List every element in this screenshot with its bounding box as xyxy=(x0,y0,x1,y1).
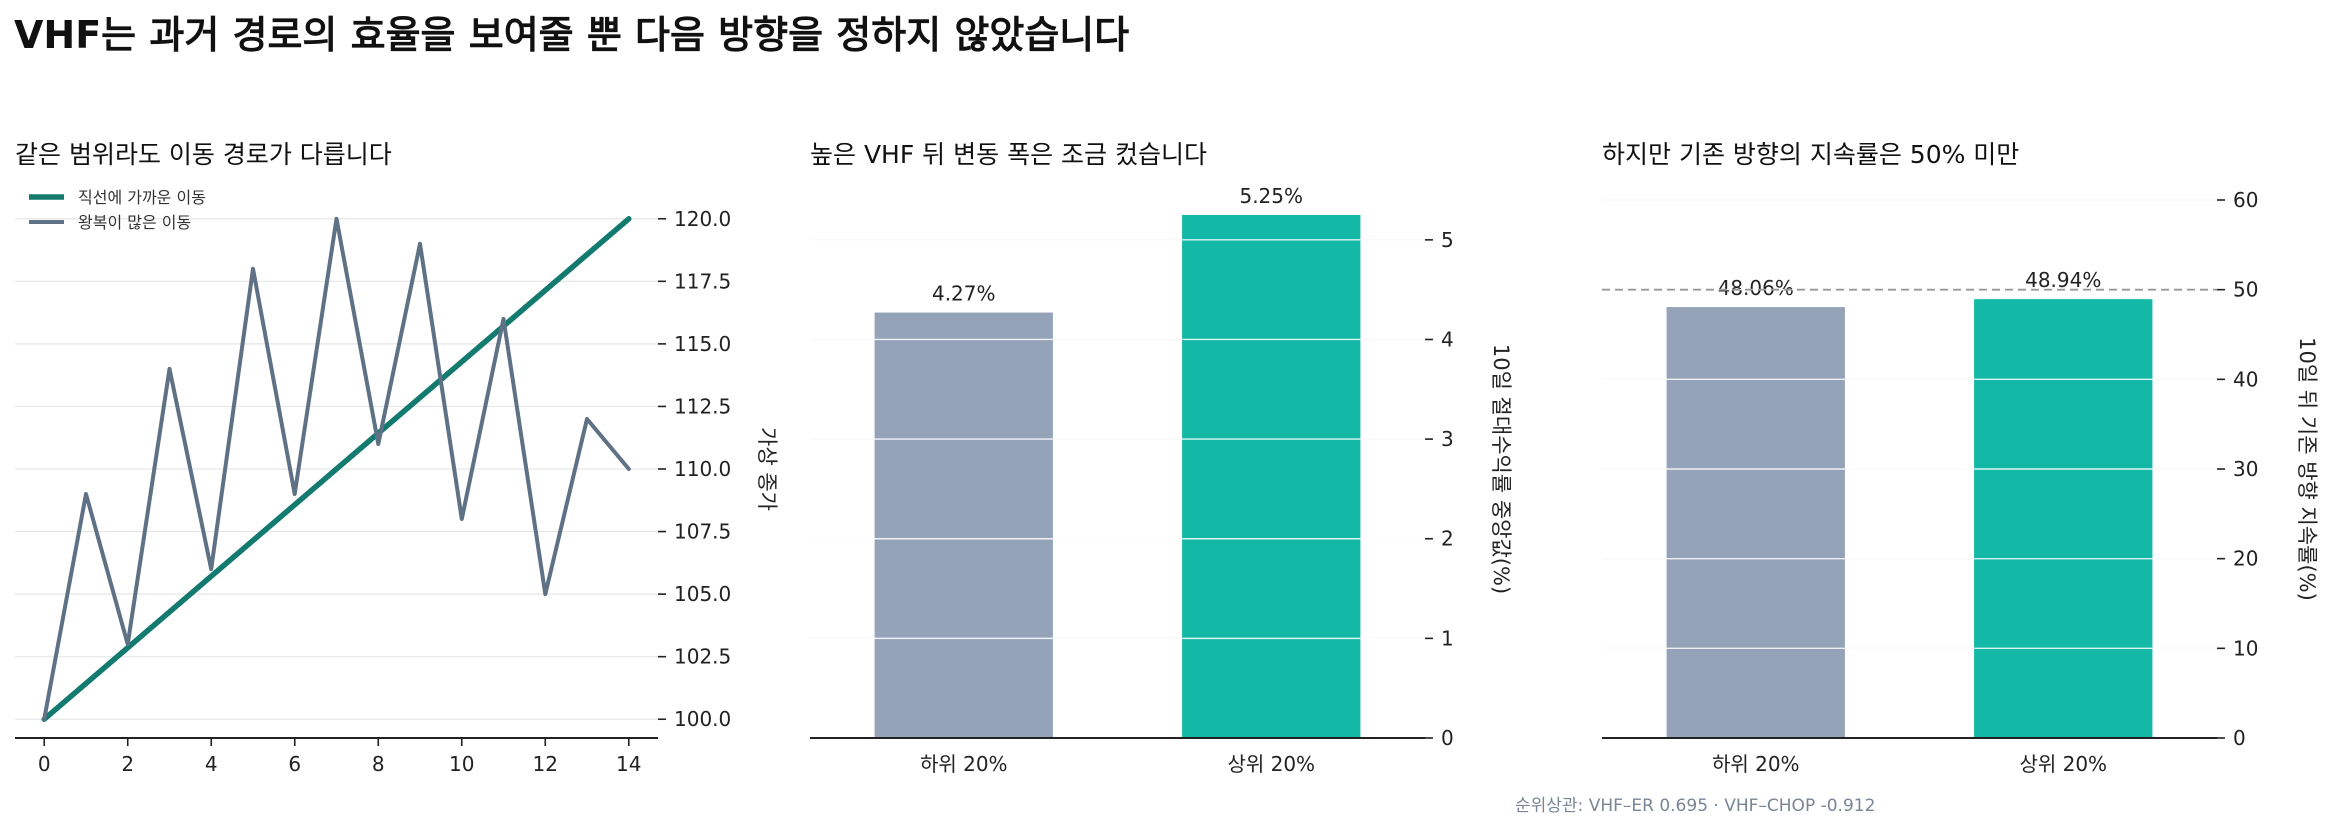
x-tick-label: 상위 20% xyxy=(2019,752,2107,776)
x-tick-label: 6 xyxy=(288,752,301,776)
x-tick-label: 4 xyxy=(205,752,218,776)
legend-label-2: 왕복이 많은 이동 xyxy=(78,213,191,232)
y-axis-label: 10일 뒤 기존 방향 지속률(%) xyxy=(2295,337,2319,601)
y-tick-label: 30 xyxy=(2233,457,2258,481)
x-tick-label: 2 xyxy=(121,752,134,776)
panel-title: 하지만 기존 방향의 지속률은 50% 미만 xyxy=(1602,140,2019,169)
y-tick-label: 117.5 xyxy=(674,269,731,293)
y-tick-label: 50 xyxy=(2233,278,2258,302)
y-tick-label: 1 xyxy=(1441,626,1454,650)
y-axis-label: 가상 종가 xyxy=(755,427,779,511)
panel-title: 같은 범위라도 이동 경로가 다릅니다 xyxy=(15,140,392,169)
x-tick-label: 하위 20% xyxy=(1712,752,1800,776)
y-tick-label: 110.0 xyxy=(674,457,731,481)
bar-value-label-1: 48.06% xyxy=(1718,276,1794,300)
x-tick-label: 8 xyxy=(372,752,385,776)
x-tick-label: 14 xyxy=(616,752,641,776)
bar-2 xyxy=(1974,299,2153,738)
y-tick-label: 40 xyxy=(2233,367,2258,391)
y-tick-label: 0 xyxy=(2233,726,2246,750)
y-tick-label: 102.5 xyxy=(674,645,731,669)
panel-title: 높은 VHF 뒤 변동 폭은 조금 컸습니다 xyxy=(810,140,1207,169)
y-tick-label: 100.0 xyxy=(674,707,731,731)
y-tick-label: 20 xyxy=(2233,547,2258,571)
line-chart-panel: 같은 범위라도 이동 경로가 다릅니다 100.0 102.5 105.0 107.5 1… xyxy=(15,140,779,776)
series-line-2 xyxy=(42,216,631,722)
y-tick-label: 0 xyxy=(1441,726,1454,750)
footnote: 순위상관: VHF–ER 0.695 · VHF–CHOP -0.912 xyxy=(1515,796,1875,816)
y-tick-label: 5 xyxy=(1441,228,1454,252)
y-tick-label: 2 xyxy=(1441,527,1454,551)
bar-2 xyxy=(1182,214,1361,738)
bar-value-label-2: 5.25% xyxy=(1239,184,1303,208)
persistence-bar-chart-panel: 하지만 기존 방향의 지속률은 50% 미만 0 10 20 30 40 50 60 48.06… xyxy=(1602,140,2319,776)
bar-value-label-1: 4.27% xyxy=(932,282,996,306)
series-line-1 xyxy=(41,216,632,722)
y-tick-label: 3 xyxy=(1441,427,1454,451)
y-tick-label: 10 xyxy=(2233,636,2258,660)
bar-1 xyxy=(874,312,1053,738)
figure-title: VHF는 과거 경로의 효율을 보여줄 뿐 다음 방향을 정하지 않았습니다 xyxy=(14,13,1129,57)
y-tick-label: 60 xyxy=(2233,188,2258,212)
y-tick-label: 115.0 xyxy=(674,332,731,356)
y-tick-label: 107.5 xyxy=(674,520,731,544)
y-tick-label: 4 xyxy=(1441,327,1454,351)
y-tick-label: 105.0 xyxy=(674,582,731,606)
volatility-bar-chart-panel: 높은 VHF 뒤 변동 폭은 조금 컸습니다 0 1 2 3 4 5 4.27% 하위 20% 5… xyxy=(810,140,1513,776)
x-tick-label: 0 xyxy=(38,752,51,776)
x-tick-label: 10 xyxy=(449,752,474,776)
y-tick-label: 112.5 xyxy=(674,394,731,418)
y-tick-label: 120.0 xyxy=(674,207,731,231)
y-axis-label: 10일 절대수익률 중앙값(%) xyxy=(1489,344,1513,594)
x-tick-label: 12 xyxy=(533,752,558,776)
legend-label-1: 직선에 가까운 이동 xyxy=(78,188,206,207)
bar-1 xyxy=(1666,307,1845,738)
x-tick-label: 상위 20% xyxy=(1227,752,1315,776)
bar-value-label-2: 48.94% xyxy=(2025,268,2101,292)
x-tick-label: 하위 20% xyxy=(920,752,1008,776)
